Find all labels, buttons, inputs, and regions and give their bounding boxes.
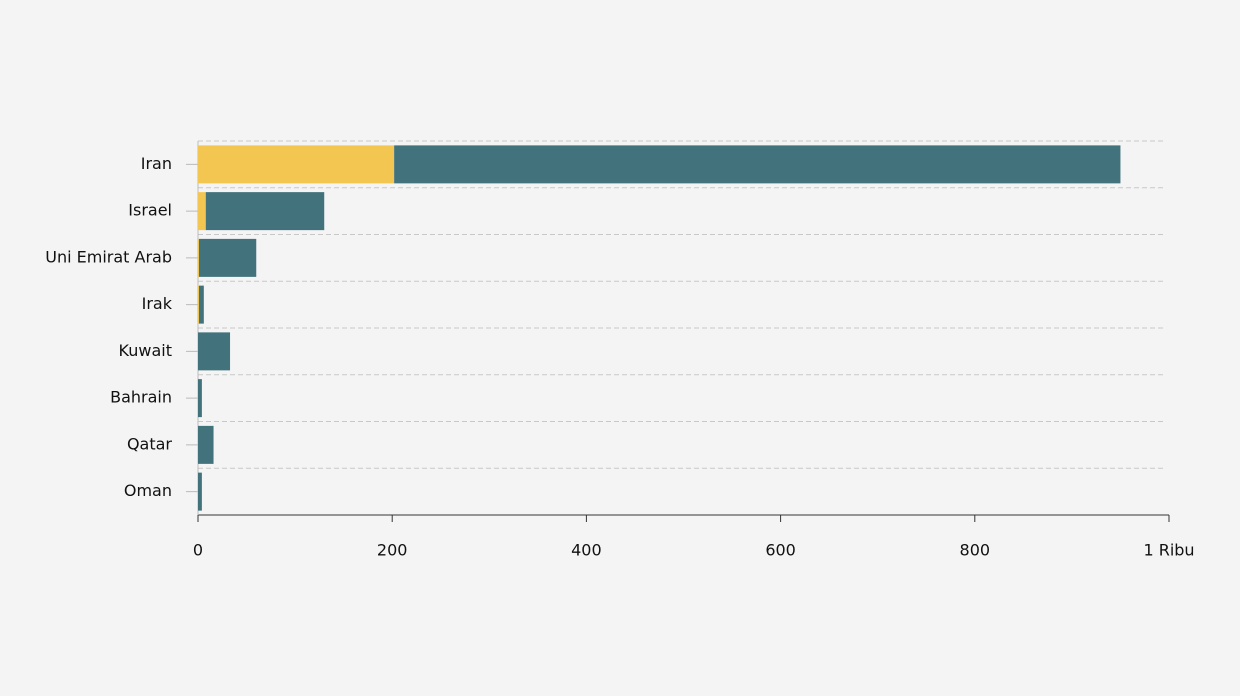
bar (198, 472, 202, 511)
y-tick-label: Israel (128, 201, 172, 220)
x-tick-label: 800 (960, 541, 991, 560)
bar (198, 285, 204, 324)
y-tick-label: Bahrain (110, 388, 172, 407)
bar (198, 332, 231, 371)
bar (198, 285, 199, 324)
bar (205, 192, 325, 231)
bar (198, 192, 206, 231)
x-tick-label: 0 (193, 541, 203, 560)
bar (198, 145, 395, 184)
y-tick-label: Uni Emirat Arab (45, 247, 172, 266)
y-tick-label: Qatar (127, 434, 172, 453)
bar (198, 238, 199, 277)
x-tick-label: 1 Ribu (1143, 541, 1194, 560)
x-tick-label: 200 (377, 541, 408, 560)
y-tick-label: Kuwait (119, 341, 172, 360)
bar (198, 238, 257, 277)
x-tick-label: 600 (765, 541, 796, 560)
y-tick-label: Iran (141, 154, 172, 173)
bar (394, 145, 1121, 184)
y-tick-label: Irak (142, 294, 173, 313)
bar (198, 425, 214, 464)
y-tick-label: Oman (124, 481, 172, 500)
bar (198, 379, 202, 418)
x-tick-label: 400 (571, 541, 602, 560)
